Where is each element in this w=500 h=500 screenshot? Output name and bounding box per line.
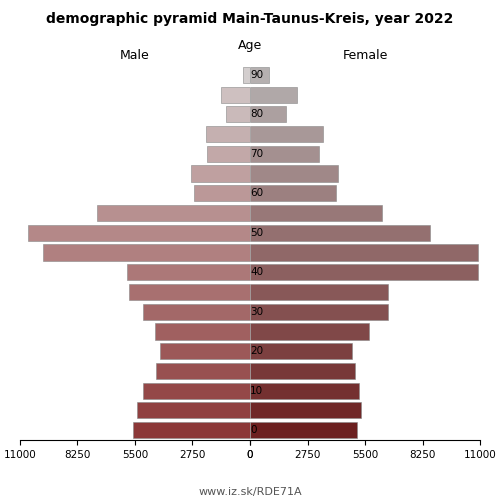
- Text: 0: 0: [250, 425, 256, 435]
- Title: Female: Female: [342, 50, 388, 62]
- Bar: [156, 363, 250, 379]
- Bar: [160, 343, 250, 359]
- Bar: [250, 284, 388, 300]
- Bar: [43, 244, 250, 260]
- Bar: [242, 67, 250, 83]
- Bar: [220, 86, 250, 102]
- Bar: [250, 324, 369, 340]
- Text: Age: Age: [238, 40, 262, 52]
- Text: 90: 90: [250, 70, 263, 80]
- Bar: [250, 264, 478, 280]
- Bar: [194, 185, 250, 202]
- Text: 70: 70: [250, 149, 263, 159]
- Title: Male: Male: [120, 50, 150, 62]
- Bar: [250, 126, 323, 142]
- Bar: [250, 402, 361, 418]
- Bar: [207, 146, 250, 162]
- Bar: [250, 106, 286, 122]
- Bar: [98, 205, 250, 221]
- Bar: [250, 185, 336, 202]
- Bar: [155, 324, 250, 340]
- Bar: [144, 304, 250, 320]
- Bar: [250, 382, 358, 399]
- Bar: [250, 146, 319, 162]
- Text: 60: 60: [250, 188, 263, 198]
- Bar: [144, 382, 250, 399]
- Bar: [250, 86, 297, 102]
- Bar: [28, 224, 250, 241]
- Text: 30: 30: [250, 306, 263, 316]
- Text: demographic pyramid Main-Taunus-Kreis, year 2022: demographic pyramid Main-Taunus-Kreis, y…: [46, 12, 454, 26]
- Bar: [206, 126, 250, 142]
- Text: 40: 40: [250, 267, 263, 277]
- Bar: [226, 106, 250, 122]
- Bar: [133, 422, 250, 438]
- Bar: [137, 402, 250, 418]
- Bar: [250, 422, 356, 438]
- Bar: [250, 304, 388, 320]
- Bar: [192, 166, 250, 182]
- Text: 10: 10: [250, 386, 263, 396]
- Bar: [126, 264, 250, 280]
- Text: www.iz.sk/RDE71A: www.iz.sk/RDE71A: [198, 487, 302, 497]
- Bar: [250, 343, 352, 359]
- Bar: [250, 244, 478, 260]
- Text: 80: 80: [250, 110, 263, 120]
- Text: 20: 20: [250, 346, 263, 356]
- Bar: [128, 284, 250, 300]
- Text: 50: 50: [250, 228, 263, 238]
- Bar: [250, 363, 354, 379]
- Bar: [250, 166, 338, 182]
- Bar: [250, 224, 430, 241]
- Bar: [250, 205, 382, 221]
- Bar: [250, 67, 269, 83]
